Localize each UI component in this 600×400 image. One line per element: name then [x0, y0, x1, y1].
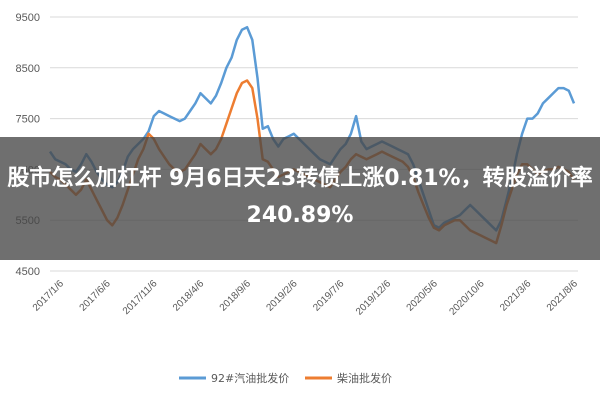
legend: 92#汽油批发价 柴油批发价	[179, 371, 392, 385]
x-tick-label: 2017/1/6	[31, 278, 67, 314]
y-tick-label: 8500	[16, 63, 40, 75]
x-tick-label: 2017/11/6	[121, 278, 160, 317]
x-tick-label: 2019/7/6	[311, 278, 347, 314]
y-tick-label: 7500	[16, 114, 40, 126]
x-tick-label: 2018/4/6	[171, 278, 207, 314]
x-tick-label: 2021/3/6	[498, 278, 534, 314]
headline-text: 股市怎么加杠杆 9月6日天23转债上涨0.81%，转股溢价率240.89%	[7, 166, 593, 228]
x-tick-label: 2019/12/6	[354, 278, 394, 318]
y-tick-label: 4500	[16, 266, 40, 278]
x-axis: 2017/1/6 2017/6/6 2017/11/6 2018/4/6 2018/9/…	[31, 278, 581, 318]
x-tick-label: 2018/9/6	[218, 278, 254, 314]
x-tick-label: 2019/2/6	[264, 278, 300, 314]
x-tick-label: 2020/10/6	[447, 278, 487, 318]
headline-banner	[0, 137, 600, 260]
x-tick-label: 2017/6/6	[78, 278, 114, 314]
legend-label-series-2: 柴油批发价	[337, 371, 392, 385]
x-tick-label: 2021/8/6	[545, 278, 581, 314]
x-tick-label: 2020/5/6	[405, 278, 441, 314]
y-tick-label: 9500	[16, 12, 40, 24]
legend-label-series-1: 92#汽油批发价	[211, 371, 289, 385]
